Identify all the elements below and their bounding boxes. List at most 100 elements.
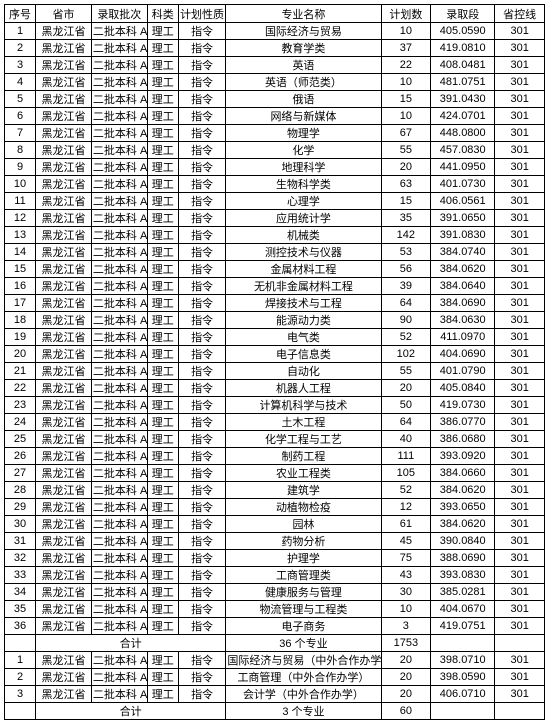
cell-prov-line: 301 bbox=[495, 431, 545, 448]
cell-major: 网络与新媒体 bbox=[226, 108, 381, 125]
table-row: 30黑龙江省二批本科 A理工指令园林61384.0620301 bbox=[5, 516, 545, 533]
cell-major: 心理学 bbox=[226, 193, 381, 210]
cell-plan-count: 102 bbox=[381, 346, 431, 363]
cell-province: 黑龙江省 bbox=[36, 346, 92, 363]
table-row: 1黑龙江省二批本科 A理工指令国际经济与贸易（中外合作办学）20398.0710… bbox=[5, 652, 545, 669]
cell-major: 工商管理类 bbox=[226, 567, 381, 584]
cell-batch: 二批本科 A bbox=[91, 448, 147, 465]
cell-batch: 二批本科 A bbox=[91, 414, 147, 431]
cell-seq: 33 bbox=[5, 567, 36, 584]
cell-major: 金属材料工程 bbox=[226, 261, 381, 278]
cell-plan-type: 指令 bbox=[178, 482, 226, 499]
cell-plan-count: 53 bbox=[381, 244, 431, 261]
cell-province: 黑龙江省 bbox=[36, 108, 92, 125]
cell-plan-type: 指令 bbox=[178, 380, 226, 397]
cell-prov-line: 301 bbox=[495, 142, 545, 159]
cell-subject: 理工 bbox=[147, 431, 178, 448]
cell-subject: 理工 bbox=[147, 550, 178, 567]
cell-seq: 2 bbox=[5, 669, 36, 686]
cell-batch: 二批本科 A bbox=[91, 499, 147, 516]
cell-plan-count: 10 bbox=[381, 23, 431, 40]
cell-plan-type: 指令 bbox=[178, 363, 226, 380]
cell-plan-type: 指令 bbox=[178, 601, 226, 618]
cell-score: 419.0751 bbox=[431, 618, 495, 635]
cell-plan-type: 指令 bbox=[178, 295, 226, 312]
table-row: 26黑龙江省二批本科 A理工指令制药工程111393.0920301 bbox=[5, 448, 545, 465]
cell-batch: 二批本科 A bbox=[91, 227, 147, 244]
cell-subject: 理工 bbox=[147, 261, 178, 278]
cell-batch: 二批本科 A bbox=[91, 91, 147, 108]
cell-prov-line: 301 bbox=[495, 108, 545, 125]
cell-seq: 5 bbox=[5, 91, 36, 108]
cell-seq: 15 bbox=[5, 261, 36, 278]
cell-prov-line: 301 bbox=[495, 227, 545, 244]
cell-major: 地理科学 bbox=[226, 159, 381, 176]
cell-subject: 理工 bbox=[147, 516, 178, 533]
cell-seq: 16 bbox=[5, 278, 36, 295]
cell-score: 406.0561 bbox=[431, 193, 495, 210]
cell-plan-count: 61 bbox=[381, 516, 431, 533]
cell-batch: 二批本科 A bbox=[91, 295, 147, 312]
subtotal-row: 合计36 个专业1753 bbox=[5, 635, 545, 652]
cell-prov-line: 301 bbox=[495, 448, 545, 465]
cell-seq: 25 bbox=[5, 431, 36, 448]
cell-subject: 理工 bbox=[147, 346, 178, 363]
cell-seq: 24 bbox=[5, 414, 36, 431]
cell-empty bbox=[495, 703, 545, 720]
cell-score: 384.0660 bbox=[431, 465, 495, 482]
cell-batch: 二批本科 A bbox=[91, 584, 147, 601]
cell-prov-line: 301 bbox=[495, 533, 545, 550]
cell-subject: 理工 bbox=[147, 91, 178, 108]
cell-province: 黑龙江省 bbox=[36, 125, 92, 142]
cell-plan-type: 指令 bbox=[178, 533, 226, 550]
cell-province: 黑龙江省 bbox=[36, 499, 92, 516]
cell-batch: 二批本科 A bbox=[91, 601, 147, 618]
cell-seq: 27 bbox=[5, 465, 36, 482]
cell-seq: 32 bbox=[5, 550, 36, 567]
cell-province: 黑龙江省 bbox=[36, 652, 92, 669]
cell-batch: 二批本科 A bbox=[91, 108, 147, 125]
cell-plan-type: 指令 bbox=[178, 193, 226, 210]
cell-major: 化学 bbox=[226, 142, 381, 159]
cell-score: 390.0840 bbox=[431, 533, 495, 550]
cell-plan-count: 90 bbox=[381, 312, 431, 329]
cell-prov-line: 301 bbox=[495, 278, 545, 295]
cell-empty bbox=[431, 703, 495, 720]
cell-batch: 二批本科 A bbox=[91, 23, 147, 40]
cell-plan-count: 10 bbox=[381, 74, 431, 91]
cell-prov-line: 301 bbox=[495, 74, 545, 91]
cell-empty bbox=[5, 635, 36, 652]
cell-major: 制药工程 bbox=[226, 448, 381, 465]
cell-seq: 1 bbox=[5, 23, 36, 40]
table-row: 25黑龙江省二批本科 A理工指令化学工程与工艺40386.0680301 bbox=[5, 431, 545, 448]
cell-plan-type: 指令 bbox=[178, 448, 226, 465]
cell-subject: 理工 bbox=[147, 278, 178, 295]
cell-subject: 理工 bbox=[147, 23, 178, 40]
table-row: 8黑龙江省二批本科 A理工指令化学55457.0830301 bbox=[5, 142, 545, 159]
cell-major: 英语 bbox=[226, 57, 381, 74]
table-row: 32黑龙江省二批本科 A理工指令护理学75388.0690301 bbox=[5, 550, 545, 567]
cell-plan-count: 15 bbox=[381, 193, 431, 210]
subtotal-row: 合计3 个专业60 bbox=[5, 703, 545, 720]
cell-major: 焊接技术与工程 bbox=[226, 295, 381, 312]
cell-seq: 2 bbox=[5, 40, 36, 57]
cell-province: 黑龙江省 bbox=[36, 601, 92, 618]
cell-batch: 二批本科 A bbox=[91, 669, 147, 686]
cell-prov-line: 301 bbox=[495, 295, 545, 312]
cell-batch: 二批本科 A bbox=[91, 244, 147, 261]
cell-subject: 理工 bbox=[147, 295, 178, 312]
cell-batch: 二批本科 A bbox=[91, 329, 147, 346]
cell-plan-count: 30 bbox=[381, 584, 431, 601]
cell-plan-count: 64 bbox=[381, 414, 431, 431]
cell-score: 393.0650 bbox=[431, 499, 495, 516]
cell-batch: 二批本科 A bbox=[91, 40, 147, 57]
cell-subject: 理工 bbox=[147, 40, 178, 57]
table-row: 10黑龙江省二批本科 A理工指令生物科学类63401.0730301 bbox=[5, 176, 545, 193]
cell-plan-type: 指令 bbox=[178, 686, 226, 703]
cell-plan-type: 指令 bbox=[178, 465, 226, 482]
cell-subject: 理工 bbox=[147, 567, 178, 584]
table-row: 2黑龙江省二批本科 A理工指令教育学类37419.0810301 bbox=[5, 40, 545, 57]
cell-major: 测控技术与仪器 bbox=[226, 244, 381, 261]
cell-province: 黑龙江省 bbox=[36, 414, 92, 431]
cell-prov-line: 301 bbox=[495, 584, 545, 601]
